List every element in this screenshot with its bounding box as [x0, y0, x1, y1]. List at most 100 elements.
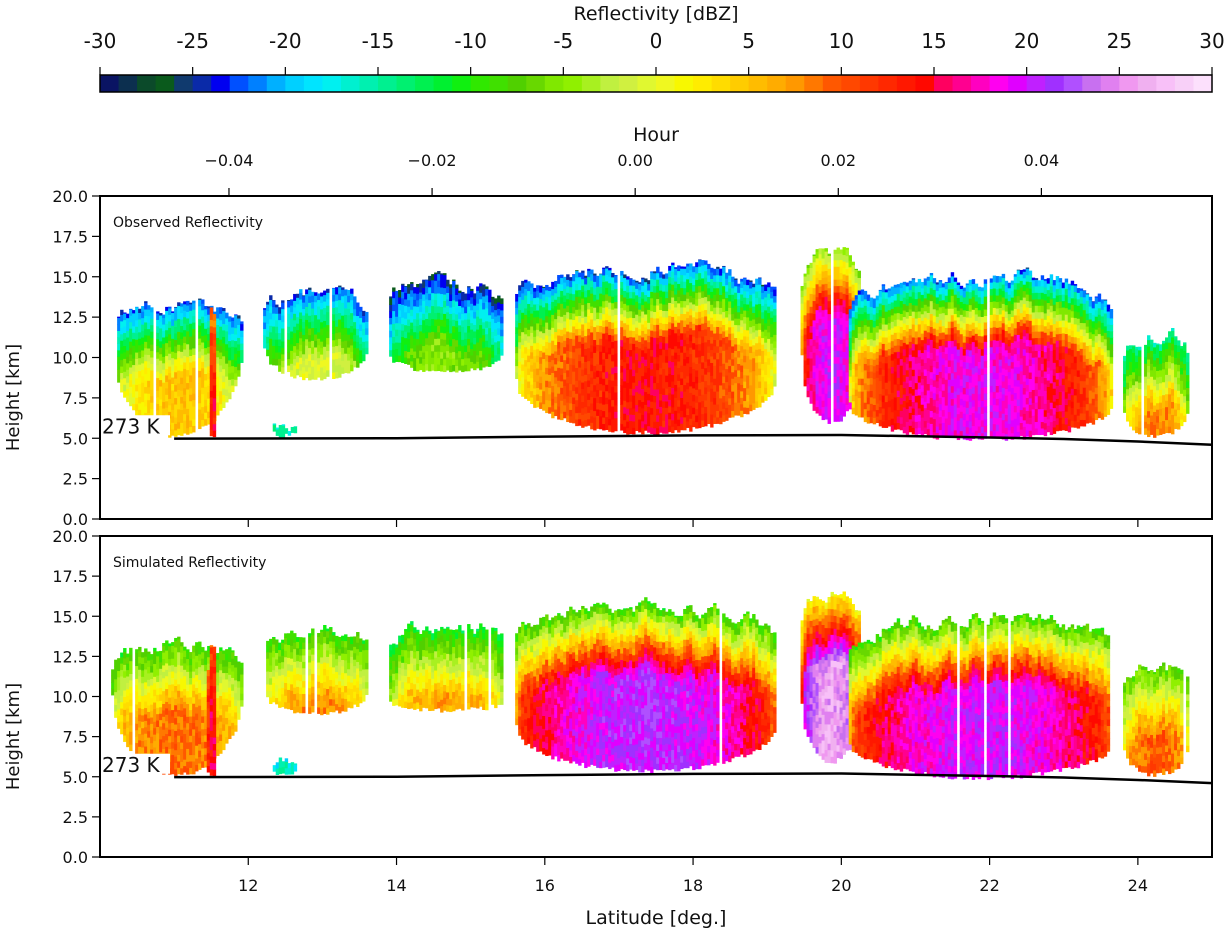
- reflectivity-pixel: [659, 272, 662, 278]
- reflectivity-pixel: [825, 322, 828, 329]
- reflectivity-pixel: [683, 314, 686, 321]
- reflectivity-pixel: [903, 368, 906, 375]
- reflectivity-pixel: [813, 314, 816, 321]
- reflectivity-pixel: [773, 367, 776, 374]
- colorbar-tick-label: -30: [84, 29, 117, 53]
- reflectivity-pixel: [171, 313, 174, 320]
- reflectivity-pixel: [773, 334, 776, 341]
- reflectivity-pixel: [858, 333, 861, 340]
- reflectivity-pixel: [473, 318, 476, 325]
- reflectivity-pixel: [870, 326, 873, 333]
- reflectivity-pixel: [743, 278, 746, 279]
- reflectivity-pixel: [500, 323, 503, 330]
- reflectivity-pixel: [305, 365, 308, 372]
- reflectivity-pixel: [755, 304, 758, 311]
- reflectivity-pixel: [581, 279, 584, 286]
- reflectivity-pixel: [882, 344, 885, 351]
- reflectivity-pixel: [650, 421, 653, 428]
- reflectivity-pixel: [497, 347, 500, 354]
- reflectivity-pixel: [692, 310, 695, 317]
- reflectivity-pixel: [912, 305, 915, 312]
- reflectivity-pixel: [843, 371, 846, 378]
- reflectivity-pixel: [231, 333, 234, 340]
- reflectivity-pixel: [293, 339, 296, 346]
- reflectivity-pixel: [611, 374, 614, 381]
- reflectivity-pixel: [237, 363, 240, 370]
- reflectivity-pixel: [894, 320, 897, 327]
- reflectivity-pixel: [578, 335, 581, 342]
- reflectivity-pixel: [168, 334, 171, 341]
- reflectivity-pixel: [578, 354, 581, 361]
- reflectivity-pixel: [473, 331, 476, 338]
- reflectivity-pixel: [225, 370, 228, 377]
- reflectivity-pixel: [174, 391, 177, 398]
- reflectivity-pixel: [719, 372, 722, 379]
- reflectivity-pixel: [593, 417, 596, 424]
- reflectivity-pixel: [924, 304, 927, 311]
- reflectivity-pixel: [138, 358, 141, 365]
- reflectivity-pixel: [671, 297, 674, 304]
- reflectivity-pixel: [569, 364, 572, 371]
- reflectivity-pixel: [614, 379, 617, 386]
- reflectivity-pixel: [894, 352, 897, 359]
- reflectivity-pixel: [551, 411, 554, 418]
- reflectivity-pixel: [674, 378, 677, 385]
- reflectivity-pixel: [758, 342, 761, 349]
- reflectivity-pixel: [885, 350, 888, 357]
- reflectivity-pixel: [810, 281, 813, 288]
- reflectivity-pixel: [915, 299, 918, 306]
- reflectivity-pixel: [719, 417, 722, 424]
- reflectivity-pixel: [144, 316, 147, 323]
- reflectivity-pixel: [945, 315, 948, 322]
- reflectivity-pixel: [936, 420, 939, 427]
- reflectivity-pixel: [521, 306, 524, 313]
- reflectivity-pixel: [572, 397, 575, 404]
- reflectivity-pixel: [497, 315, 500, 322]
- reflectivity-pixel: [596, 312, 599, 319]
- reflectivity-pixel: [849, 357, 852, 364]
- reflectivity-pixel: [695, 305, 698, 312]
- reflectivity-pixel: [551, 373, 554, 380]
- reflectivity-pixel: [852, 262, 855, 266]
- reflectivity-pixel: [308, 288, 311, 290]
- reflectivity-pixel: [419, 286, 422, 293]
- reflectivity-pixel: [147, 393, 150, 400]
- reflectivity-pixel: [861, 391, 864, 398]
- reflectivity-pixel: [141, 350, 144, 357]
- reflectivity-pixel: [632, 369, 635, 376]
- reflectivity-pixel: [840, 311, 843, 318]
- reflectivity-pixel: [290, 370, 293, 377]
- reflectivity-pixel: [764, 375, 767, 382]
- reflectivity-pixel: [900, 423, 903, 430]
- reflectivity-pixel: [695, 396, 698, 403]
- reflectivity-pixel: [686, 402, 689, 409]
- reflectivity-pixel: [464, 319, 467, 326]
- reflectivity-pixel: [822, 271, 825, 278]
- reflectivity-pixel: [707, 353, 710, 360]
- reflectivity-pixel: [623, 329, 626, 336]
- reflectivity-pixel: [834, 402, 837, 409]
- reflectivity-pixel: [855, 351, 858, 358]
- reflectivity-pixel: [467, 293, 470, 300]
- reflectivity-pixel: [734, 279, 737, 286]
- reflectivity-pixel: [638, 374, 641, 381]
- reflectivity-pixel: [180, 410, 183, 417]
- reflectivity-pixel: [234, 341, 237, 348]
- reflectivity-pixel: [701, 272, 704, 279]
- reflectivity-pixel: [728, 269, 731, 275]
- reflectivity-pixel: [458, 351, 461, 358]
- reflectivity-pixel: [683, 307, 686, 314]
- reflectivity-pixel: [144, 354, 147, 361]
- reflectivity-pixel: [302, 309, 305, 316]
- reflectivity-pixel: [885, 337, 888, 344]
- reflectivity-pixel: [186, 344, 189, 351]
- reflectivity-pixel: [234, 360, 237, 367]
- reflectivity-pixel: [635, 392, 638, 399]
- reflectivity-pixel: [524, 280, 527, 283]
- reflectivity-pixel: [716, 320, 719, 327]
- reflectivity-pixel: [746, 330, 749, 337]
- reflectivity-pixel: [921, 398, 924, 405]
- reflectivity-pixel: [626, 286, 629, 293]
- reflectivity-pixel: [542, 346, 545, 353]
- reflectivity-pixel: [165, 323, 168, 330]
